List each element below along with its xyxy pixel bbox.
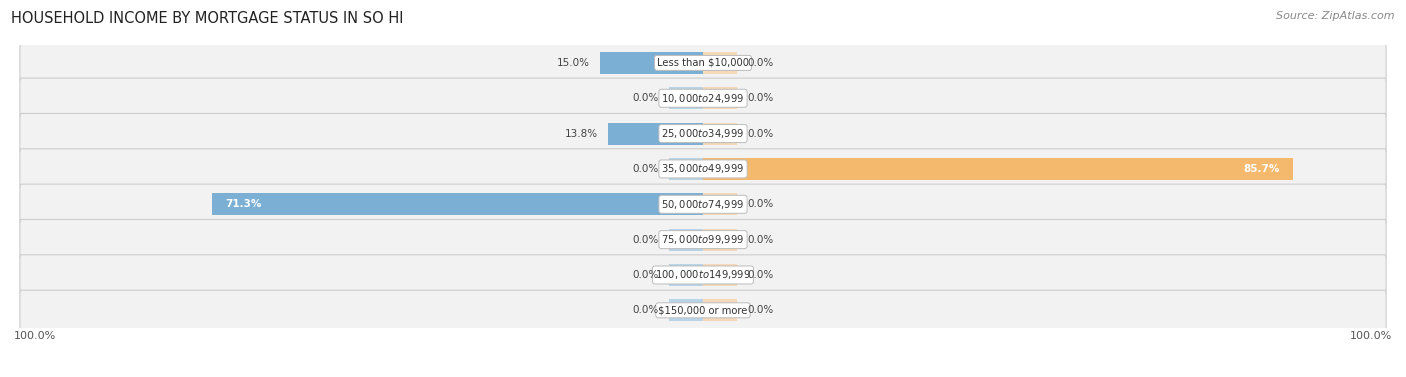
Text: 100.0%: 100.0% xyxy=(14,331,56,341)
Text: 13.8%: 13.8% xyxy=(564,129,598,139)
Text: 0.0%: 0.0% xyxy=(748,129,775,139)
Bar xyxy=(669,264,703,286)
Text: 0.0%: 0.0% xyxy=(748,270,775,280)
Text: 0.0%: 0.0% xyxy=(748,93,775,103)
Bar xyxy=(669,229,703,251)
Text: 85.7%: 85.7% xyxy=(1243,164,1279,174)
Text: $50,000 to $74,999: $50,000 to $74,999 xyxy=(661,198,745,211)
Bar xyxy=(703,299,738,321)
Text: $75,000 to $99,999: $75,000 to $99,999 xyxy=(661,233,745,246)
Bar xyxy=(212,193,703,215)
FancyBboxPatch shape xyxy=(20,255,1386,295)
Text: 0.0%: 0.0% xyxy=(748,305,775,315)
Text: $25,000 to $34,999: $25,000 to $34,999 xyxy=(661,127,745,140)
Bar xyxy=(669,158,703,180)
Text: 0.0%: 0.0% xyxy=(748,58,775,68)
Bar xyxy=(703,52,738,74)
Text: 71.3%: 71.3% xyxy=(225,199,262,209)
Bar xyxy=(703,264,738,286)
Text: 100.0%: 100.0% xyxy=(1350,331,1392,341)
Text: 0.0%: 0.0% xyxy=(631,305,658,315)
Text: Less than $10,000: Less than $10,000 xyxy=(657,58,749,68)
Text: HOUSEHOLD INCOME BY MORTGAGE STATUS IN SO HI: HOUSEHOLD INCOME BY MORTGAGE STATUS IN S… xyxy=(11,11,404,26)
Text: $10,000 to $24,999: $10,000 to $24,999 xyxy=(661,92,745,105)
Text: Source: ZipAtlas.com: Source: ZipAtlas.com xyxy=(1277,11,1395,21)
Text: 0.0%: 0.0% xyxy=(631,93,658,103)
FancyBboxPatch shape xyxy=(20,149,1386,189)
FancyBboxPatch shape xyxy=(20,184,1386,224)
Text: 0.0%: 0.0% xyxy=(631,164,658,174)
FancyBboxPatch shape xyxy=(20,219,1386,260)
Bar xyxy=(669,87,703,109)
FancyBboxPatch shape xyxy=(20,113,1386,154)
Bar xyxy=(703,123,738,144)
Bar xyxy=(669,299,703,321)
Bar xyxy=(703,229,738,251)
Text: $35,000 to $49,999: $35,000 to $49,999 xyxy=(661,162,745,175)
Text: 15.0%: 15.0% xyxy=(557,58,589,68)
Text: 0.0%: 0.0% xyxy=(631,234,658,245)
Text: 0.0%: 0.0% xyxy=(748,234,775,245)
Text: 0.0%: 0.0% xyxy=(631,270,658,280)
Bar xyxy=(703,193,738,215)
FancyBboxPatch shape xyxy=(20,43,1386,83)
Bar xyxy=(703,158,1294,180)
Text: $100,000 to $149,999: $100,000 to $149,999 xyxy=(655,268,751,282)
Text: 0.0%: 0.0% xyxy=(748,199,775,209)
FancyBboxPatch shape xyxy=(20,290,1386,331)
Bar xyxy=(703,87,738,109)
Text: $150,000 or more: $150,000 or more xyxy=(658,305,748,315)
Bar xyxy=(599,52,703,74)
Bar xyxy=(607,123,703,144)
FancyBboxPatch shape xyxy=(20,78,1386,118)
